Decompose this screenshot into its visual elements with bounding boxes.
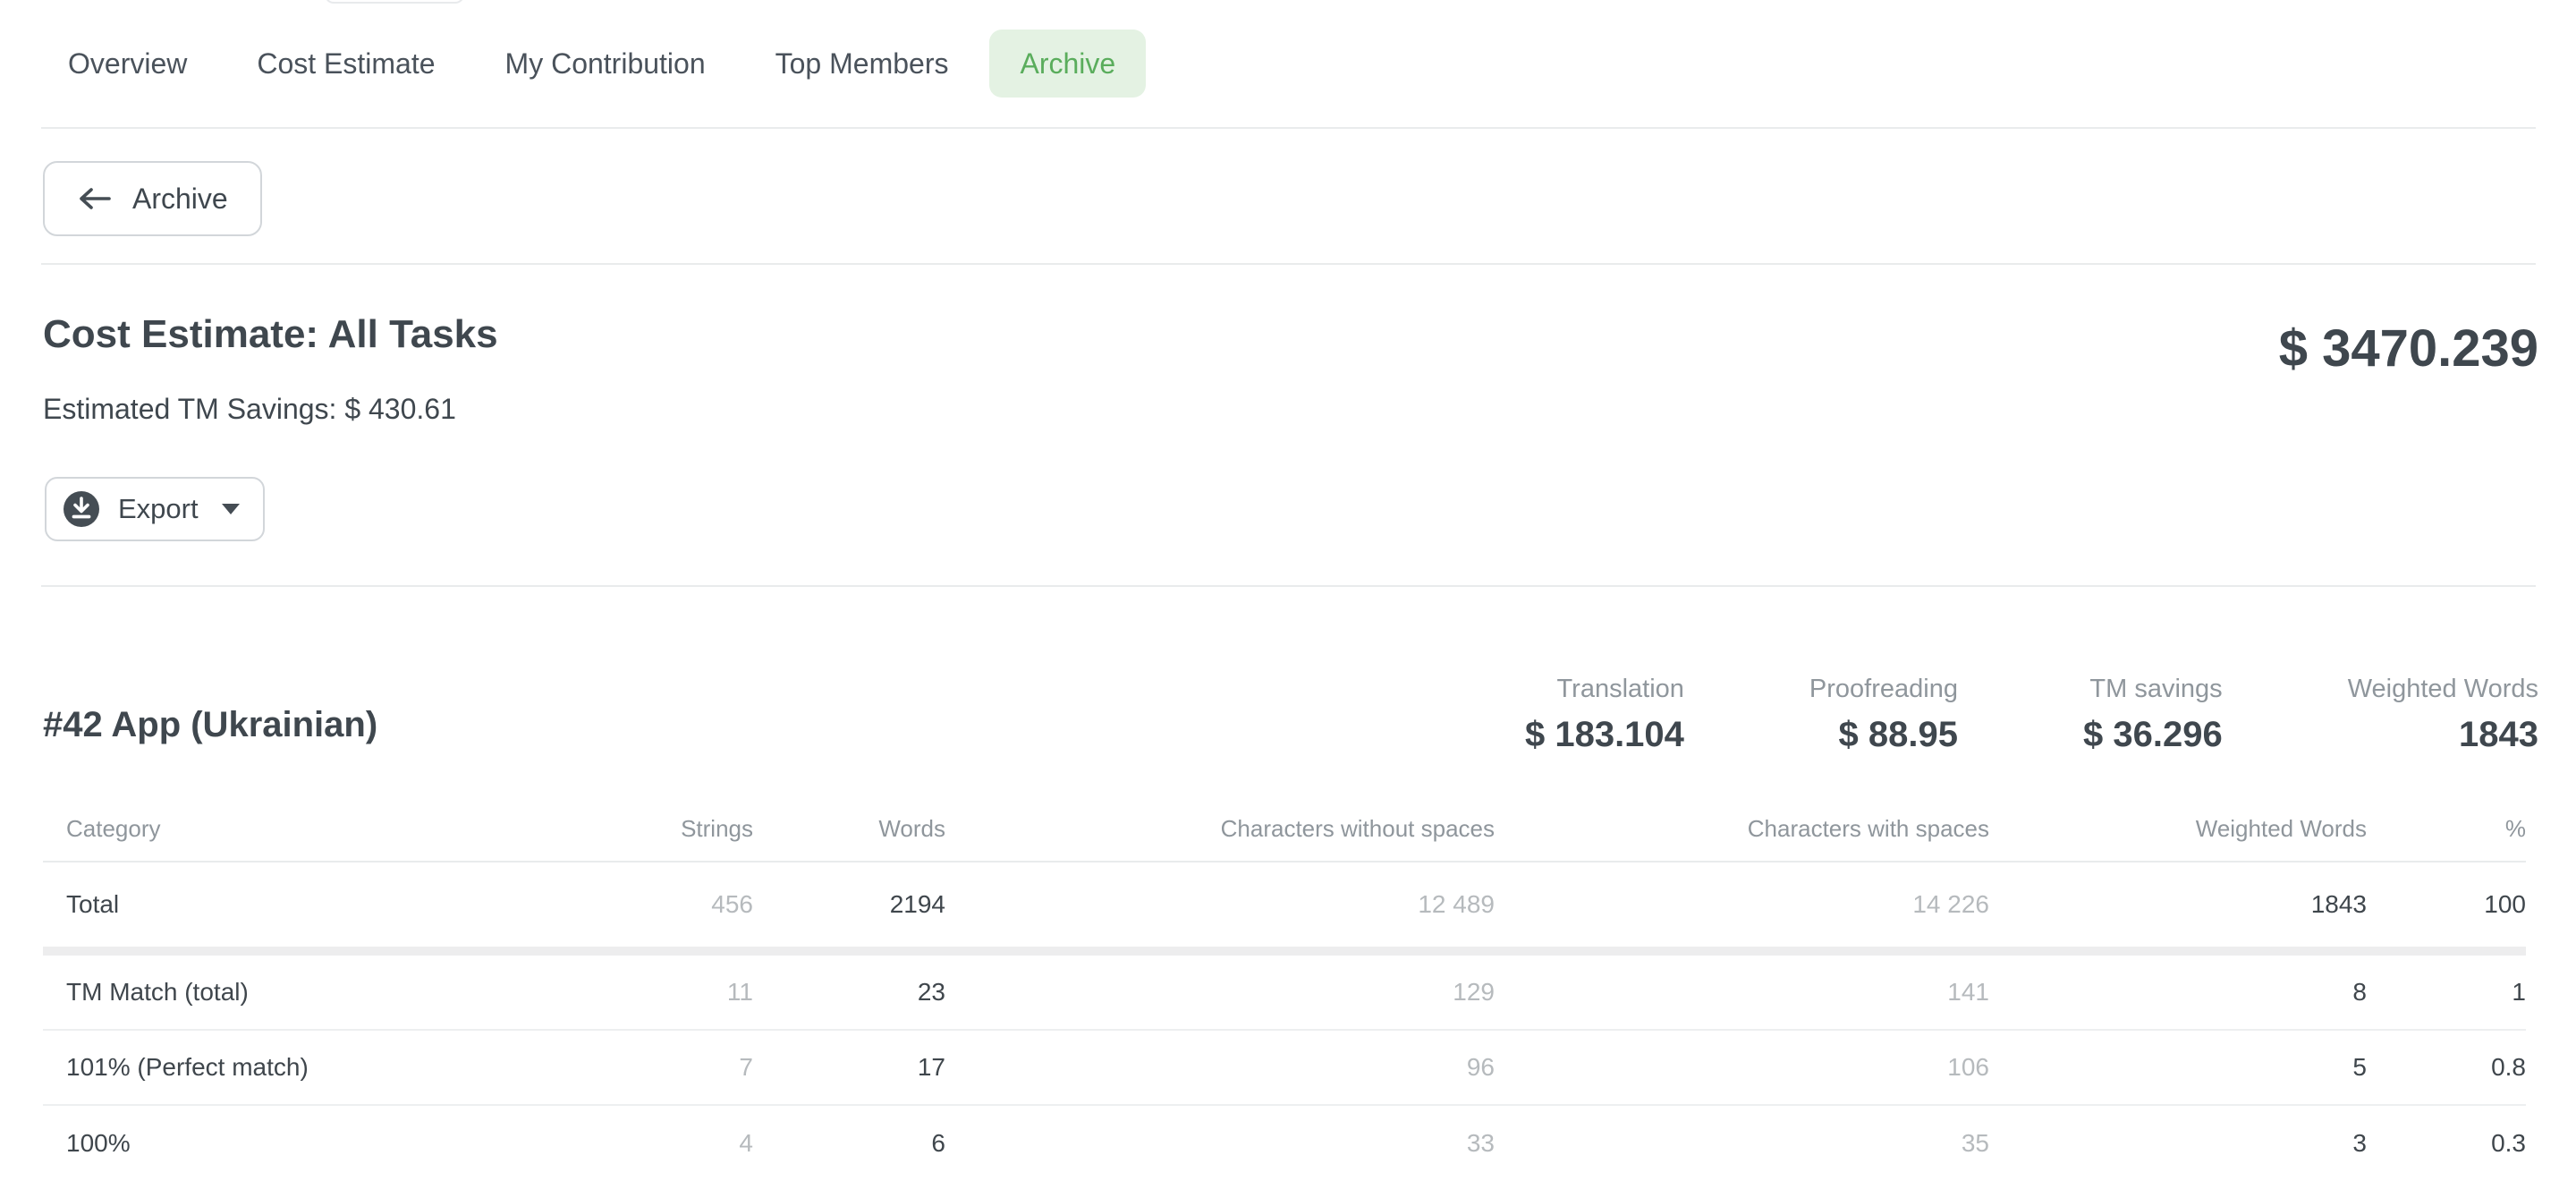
cell-words: 6 xyxy=(931,1129,945,1157)
cell-chars-with-spaces: 35 xyxy=(1961,1129,1989,1157)
column-header-chars-with-spaces: Characters with spaces xyxy=(1747,814,1989,842)
table-row-100: 100% 4 6 33 35 3 0.3 xyxy=(43,1106,2526,1181)
cell-chars-without-spaces: 96 xyxy=(1466,1053,1495,1081)
stat-value: 1843 xyxy=(2459,715,2538,754)
stat-value: $ 183.104 xyxy=(1524,715,1684,754)
cell-category: 100% xyxy=(66,1129,131,1157)
cell-category: Total xyxy=(66,890,120,918)
stat-translation: Translation $ 183.104 xyxy=(1525,673,1684,755)
cell-chars-without-spaces: 129 xyxy=(1453,978,1495,1006)
total-cost-value: $ 3470.239 xyxy=(2278,319,2538,378)
column-header-strings: Strings xyxy=(681,814,753,842)
left-arrow-icon xyxy=(80,188,111,209)
stat-label: TM savings xyxy=(2089,675,2223,703)
divider-under-back-button xyxy=(41,263,2536,265)
cell-strings: 4 xyxy=(739,1129,753,1157)
page-title: Cost Estimate: All Tasks xyxy=(43,312,498,356)
column-header-category: Category xyxy=(66,814,161,842)
task-title: #42 App (Ukrainian) xyxy=(43,705,378,744)
table-row-total: Total 456 2194 12 489 14 226 1843 100 xyxy=(43,862,2526,947)
cell-strings: 7 xyxy=(739,1053,753,1081)
tab-overview[interactable]: Overview xyxy=(68,47,188,80)
table-header-row: Category Strings Words Characters withou… xyxy=(43,796,2526,862)
cell-chars-without-spaces: 33 xyxy=(1466,1129,1495,1157)
cell-percent: 100 xyxy=(2484,890,2526,918)
archive-back-button[interactable]: Archive xyxy=(43,161,262,236)
stat-value: $ 36.296 xyxy=(2082,715,2223,754)
cell-category: 101% (Perfect match) xyxy=(66,1053,309,1081)
export-label: Export xyxy=(118,493,199,524)
divider-under-export xyxy=(41,585,2536,587)
stat-proofreading: Proofreading $ 88.95 xyxy=(1809,673,1958,755)
cost-estimate-table: Category Strings Words Characters withou… xyxy=(43,796,2538,1181)
cell-weighted-words: 1843 xyxy=(2310,890,2367,918)
cell-strings: 11 xyxy=(726,978,753,1006)
cell-chars-with-spaces: 141 xyxy=(1947,978,1989,1006)
cell-chars-with-spaces: 106 xyxy=(1947,1053,1989,1081)
cell-words: 17 xyxy=(917,1053,945,1081)
divider-under-tabs xyxy=(41,127,2536,129)
stat-weighted-words: Weighted Words 1843 xyxy=(2348,673,2538,755)
table-row-tm-match: TM Match (total) 11 23 129 141 8 1 xyxy=(43,956,2526,1031)
cell-chars-with-spaces: 14 226 xyxy=(1912,890,1989,918)
total-row-divider xyxy=(43,947,2526,956)
cell-percent: 0.8 xyxy=(2491,1053,2526,1081)
chevron-down-icon xyxy=(221,504,240,514)
tab-archive[interactable]: Archive xyxy=(989,30,1147,98)
cell-category: TM Match (total) xyxy=(66,978,249,1006)
tab-cost-estimate[interactable]: Cost Estimate xyxy=(257,47,436,80)
stat-value: $ 88.95 xyxy=(1838,715,1958,754)
stat-label: Weighted Words xyxy=(2347,675,2538,703)
cell-weighted-words: 5 xyxy=(2352,1053,2367,1081)
task-stats: Translation $ 183.104 Proofreading $ 88.… xyxy=(1525,673,2538,755)
cell-percent: 1 xyxy=(2512,978,2526,1006)
archive-back-label: Archive xyxy=(132,182,228,215)
cell-words: 2194 xyxy=(889,890,945,918)
export-button[interactable]: Export xyxy=(45,477,265,541)
cell-percent: 0.3 xyxy=(2491,1129,2526,1157)
column-header-chars-without-spaces: Characters without spaces xyxy=(1220,814,1495,842)
cell-strings: 456 xyxy=(711,890,753,918)
tab-my-contribution[interactable]: My Contribution xyxy=(504,47,706,80)
tm-savings-subtitle: Estimated TM Savings: $ 430.61 xyxy=(43,393,456,425)
column-header-percent: % xyxy=(2504,814,2526,842)
cell-weighted-words: 3 xyxy=(2352,1129,2367,1157)
column-header-words: Words xyxy=(878,814,945,842)
table-row-101-perfect-match: 101% (Perfect match) 7 17 96 106 5 0.8 xyxy=(43,1031,2526,1106)
cell-weighted-words: 8 xyxy=(2352,978,2367,1006)
tabs-nav: Overview Cost Estimate My Contribution T… xyxy=(68,0,1147,127)
tab-top-members[interactable]: Top Members xyxy=(775,47,949,80)
stat-label: Proofreading xyxy=(1809,675,1958,703)
cell-words: 23 xyxy=(917,978,945,1006)
stat-tm-savings: TM savings $ 36.296 xyxy=(2083,673,2223,755)
cell-chars-without-spaces: 12 489 xyxy=(1418,890,1495,918)
stat-label: Translation xyxy=(1556,675,1684,703)
download-icon xyxy=(64,491,99,527)
column-header-weighted-words: Weighted Words xyxy=(2195,814,2367,842)
